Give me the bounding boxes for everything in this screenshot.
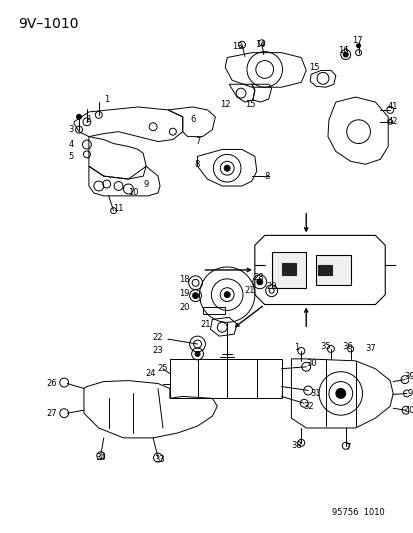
Text: 8: 8 [263,172,269,181]
Circle shape [224,292,230,297]
Circle shape [335,389,345,398]
Text: 3: 3 [68,125,74,134]
Text: 12: 12 [219,100,230,109]
Text: 7: 7 [195,137,200,146]
Text: 36: 36 [342,342,352,351]
Text: 31: 31 [310,389,320,398]
Circle shape [195,351,199,357]
Text: 35: 35 [320,342,330,351]
Text: 2: 2 [85,115,90,124]
Text: 1: 1 [293,343,298,352]
Text: 29: 29 [266,282,276,291]
Text: 15: 15 [244,100,254,109]
Text: 5: 5 [68,152,74,161]
Polygon shape [316,255,350,285]
Text: 26: 26 [46,379,57,388]
Text: 42: 42 [387,117,397,126]
Text: 95756  1010: 95756 1010 [332,508,385,517]
Text: 9: 9 [143,180,148,189]
Text: 23: 23 [152,346,163,356]
Text: 9: 9 [406,389,412,398]
Text: 14: 14 [255,40,266,49]
Text: 38: 38 [290,441,301,450]
Text: 21: 21 [244,286,254,295]
Text: 24: 24 [145,369,155,378]
Text: 4: 4 [68,140,74,149]
Text: 21: 21 [200,320,210,329]
Text: 28: 28 [253,273,263,282]
Text: 25: 25 [157,364,168,373]
Circle shape [356,44,360,47]
Text: 41: 41 [387,102,397,111]
Text: 20: 20 [179,303,190,312]
Text: 13: 13 [231,42,242,51]
Text: 9V–1010: 9V–1010 [18,17,78,31]
Text: 8: 8 [195,160,200,169]
Text: 1: 1 [104,94,109,103]
Text: 27: 27 [46,409,57,418]
Circle shape [192,293,198,298]
Circle shape [256,279,262,285]
Text: 32: 32 [302,402,313,411]
Text: 10: 10 [128,188,138,197]
Text: 18: 18 [179,276,190,284]
Circle shape [342,52,347,57]
Text: 11: 11 [113,204,123,213]
Circle shape [224,165,230,171]
Text: 34: 34 [95,453,106,462]
Text: 19: 19 [179,289,190,298]
Bar [317,265,331,275]
Text: 30: 30 [305,359,316,368]
Text: 39: 39 [404,372,413,381]
Text: 37: 37 [364,344,375,353]
Circle shape [76,115,81,119]
Text: 33: 33 [154,455,165,464]
Text: 40: 40 [404,406,413,415]
Text: 16: 16 [337,46,348,55]
Text: 15: 15 [308,63,318,72]
Bar [281,263,296,275]
Text: 17: 17 [351,36,362,45]
Text: 22: 22 [152,333,163,342]
Text: 6: 6 [190,115,195,124]
Text: 7: 7 [344,443,349,453]
Polygon shape [271,252,306,288]
